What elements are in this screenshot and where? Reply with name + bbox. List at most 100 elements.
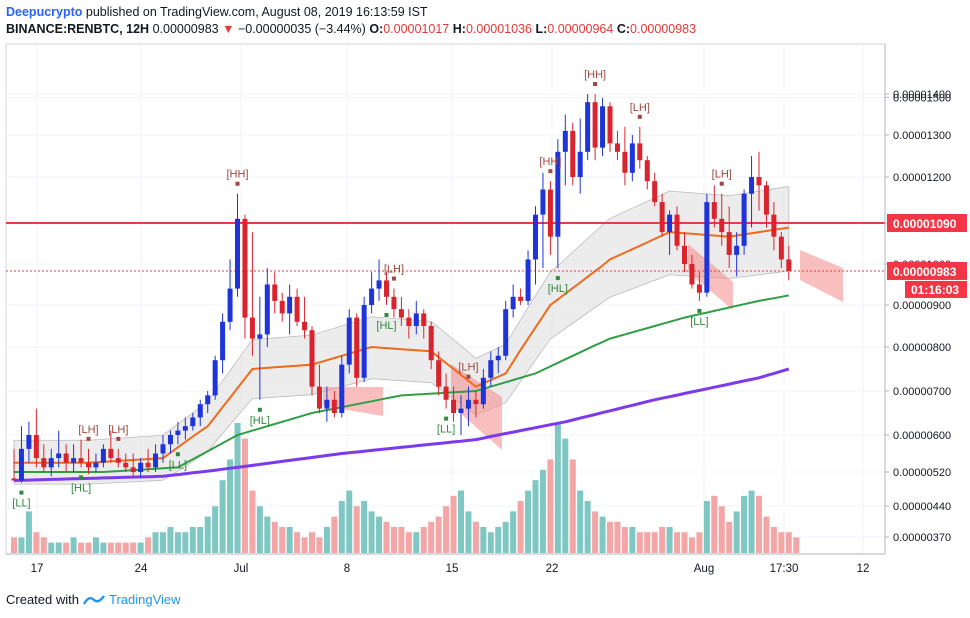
candle-body — [63, 453, 69, 463]
created-with-text: Created with — [6, 592, 79, 607]
candle-body — [316, 386, 322, 409]
pivot-label: [LH] — [108, 424, 128, 436]
candle-body — [771, 214, 777, 237]
candle-body — [585, 102, 591, 152]
candle-body — [473, 399, 479, 405]
candle-body — [257, 334, 263, 339]
candle-body — [488, 360, 494, 378]
candle-body — [495, 355, 501, 361]
candle-body — [465, 399, 471, 409]
time-axis[interactable]: 17 24 Jul 8 15 22 Aug 17:30 12 — [6, 553, 885, 575]
volume-bar — [770, 527, 777, 553]
candle-body — [749, 177, 755, 194]
volume-bar — [279, 527, 286, 553]
candle-body — [398, 309, 404, 318]
pattern-shade — [800, 250, 843, 302]
volume-bar — [748, 490, 755, 553]
pivot-marker — [257, 407, 262, 412]
volume-bar — [18, 537, 25, 553]
volume-bar — [592, 511, 599, 553]
volume-bar — [294, 532, 301, 553]
author-link[interactable]: Deepucrypto — [6, 5, 83, 19]
volume-bar — [353, 506, 360, 553]
candle-body — [391, 296, 397, 310]
pivot-label: [HH] — [539, 156, 561, 168]
time-tick-label: 17 — [31, 563, 44, 575]
volume-bar — [756, 495, 762, 553]
pivot-marker — [719, 181, 724, 186]
candle-body — [547, 189, 553, 237]
candle-body — [726, 232, 732, 255]
candle-body — [592, 102, 598, 148]
volume-bar — [145, 537, 152, 553]
price-tick-label: 0.00000700 — [893, 386, 951, 398]
volume-bar — [174, 532, 181, 553]
moving-averages — [13, 226, 790, 482]
high-value: 0.00001036 — [465, 22, 532, 36]
candle-body — [331, 399, 337, 413]
volume-bar — [793, 537, 800, 553]
volume-bar — [331, 516, 338, 553]
volume-bar — [316, 537, 323, 553]
price-tick-label: 0.00000370 — [893, 532, 951, 544]
volume-bar — [368, 511, 375, 553]
price-chart[interactable]: [LL] [HL] [LH] [LH] [LL] [HH] [HL] [LH] [HL] [LH]… — [0, 0, 970, 580]
candle-body — [108, 448, 114, 459]
volume-bar — [85, 542, 92, 553]
volume-bar — [763, 516, 770, 553]
candle-body — [428, 326, 434, 361]
volume-bar — [413, 532, 420, 553]
low-label: L: — [535, 22, 548, 36]
price-tick-label: 0.00000440 — [893, 501, 951, 513]
volume-bar — [40, 537, 47, 553]
last-price: 0.00000983 — [152, 22, 219, 36]
volume-bar — [718, 506, 725, 553]
time-tick-label: 24 — [135, 563, 148, 575]
price-tick-label: 0.00001200 — [893, 172, 951, 184]
pivot-label: [LL] — [437, 424, 455, 436]
candle-body — [175, 430, 181, 435]
volume-bar — [107, 542, 114, 553]
candle-body — [682, 245, 687, 264]
tradingview-brand[interactable]: TradingView — [108, 592, 181, 607]
candle-body — [421, 313, 427, 326]
volume-bar — [644, 532, 651, 553]
volume-bar — [405, 532, 412, 553]
volume-bar — [778, 532, 785, 553]
candle-body — [41, 458, 47, 468]
candle-body — [533, 214, 538, 260]
time-tick-label: 8 — [344, 563, 350, 575]
volume-bar — [264, 516, 271, 553]
time-tick-label: Jul — [234, 563, 249, 575]
candle-body — [689, 264, 695, 285]
volume-bar — [472, 521, 479, 553]
candle-body — [115, 458, 121, 463]
time-tick-label: 12 — [857, 563, 870, 575]
candle-body — [503, 309, 509, 356]
pivot-marker — [116, 436, 121, 441]
price-tick-label: 0.00000520 — [893, 467, 951, 479]
candle-body — [324, 399, 330, 409]
candle-body — [406, 317, 412, 326]
candle-body — [413, 313, 419, 326]
down-arrow-icon: ▼ — [222, 22, 235, 36]
volume-bar — [450, 495, 457, 553]
candle-body — [480, 377, 486, 405]
candle-body — [100, 448, 106, 463]
candle-body — [212, 360, 218, 396]
volume-bar — [688, 537, 695, 553]
volume-bar — [554, 423, 561, 553]
volume-bar — [517, 501, 524, 553]
pivot-label: [HH] — [227, 169, 249, 181]
candle-body — [339, 364, 345, 413]
candle-body — [272, 284, 278, 301]
candle-body — [160, 444, 166, 454]
pivot-marker — [555, 276, 560, 281]
volume-bar — [182, 532, 189, 553]
candles — [11, 94, 792, 483]
candle-body — [11, 478, 17, 481]
pivot-label: [HH] — [584, 69, 606, 81]
candle-body — [562, 130, 568, 152]
candle-body — [48, 458, 54, 468]
